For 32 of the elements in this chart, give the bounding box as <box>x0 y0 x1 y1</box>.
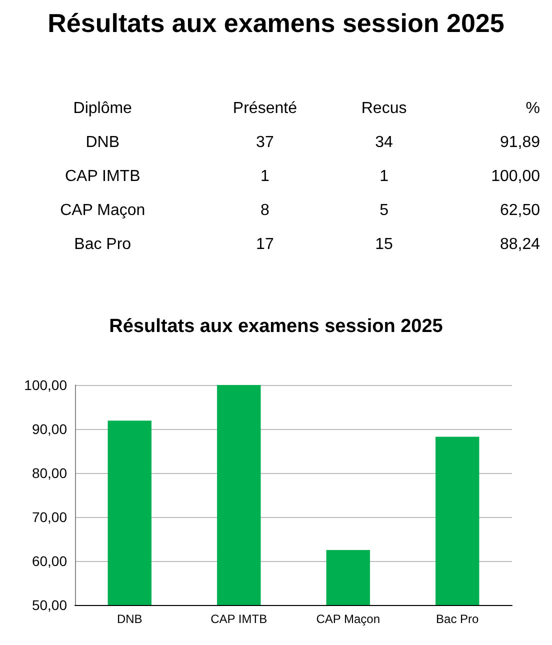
y-tick-label: 80,00 <box>32 465 68 481</box>
x-tick-label: CAP Maçon <box>316 612 380 626</box>
y-tick-label: 100,00 <box>24 377 68 393</box>
data-label: 17 <box>255 235 275 255</box>
data-label: 37 <box>255 133 275 153</box>
x-tick-label: Bac Pro <box>436 612 480 626</box>
category-label: DNB <box>84 133 120 153</box>
y-tick-label: 90,00 <box>32 421 68 437</box>
data-label: 100,00 <box>490 167 540 187</box>
text: Diplôme <box>72 99 133 119</box>
category-label: Bac Pro <box>73 235 132 255</box>
y-tick-label: 50,00 <box>32 597 68 613</box>
data-label: 91,89 <box>498 133 540 153</box>
text: % <box>524 99 540 119</box>
y-tick-label: 70,00 <box>32 509 68 525</box>
category-label: CAP IMTB <box>64 167 142 187</box>
category-label: CAP Maçon <box>59 201 146 221</box>
x-tick-label: CAP IMTB <box>210 612 268 626</box>
text: Résultats aux examens session 2025 <box>46 8 506 39</box>
data-label: 34 <box>374 133 394 153</box>
x-tick-label: DNB <box>116 612 142 626</box>
data-label: 15 <box>374 235 394 255</box>
data-label: 1 <box>378 167 390 187</box>
data-label: 5 <box>378 201 390 221</box>
y-tick-label: 60,00 <box>32 553 68 569</box>
data-label: 88,24 <box>498 235 540 255</box>
chart-title: Résultats aux examens session 2025 <box>109 316 444 337</box>
data-label: 1 <box>260 167 270 187</box>
text: Présenté <box>232 99 298 119</box>
data-label: 8 <box>260 201 270 221</box>
text: Recus <box>360 99 408 119</box>
data-label: 62,50 <box>498 201 540 221</box>
